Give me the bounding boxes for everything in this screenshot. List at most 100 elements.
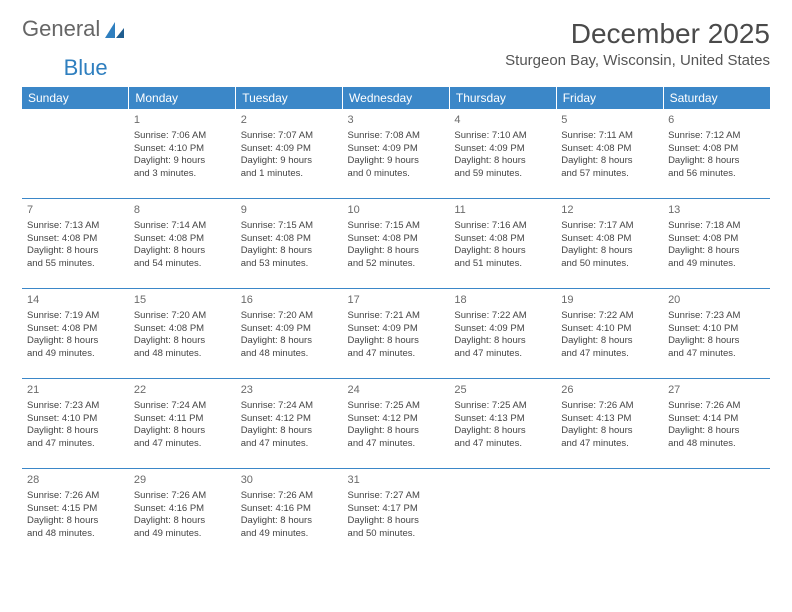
sunrise-line: Sunrise: 7:15 AM (241, 220, 338, 233)
day-cell: 29Sunrise: 7:26 AMSunset: 4:16 PMDayligh… (129, 469, 236, 559)
day-cell: 10Sunrise: 7:15 AMSunset: 4:08 PMDayligh… (343, 199, 450, 289)
daylight-line: and 51 minutes. (454, 258, 551, 271)
daylight-line: and 0 minutes. (348, 168, 445, 181)
day-number: 8 (134, 203, 231, 218)
sunset-line: Sunset: 4:08 PM (27, 323, 124, 336)
sunset-line: Sunset: 4:17 PM (348, 503, 445, 516)
sunrise-line: Sunrise: 7:16 AM (454, 220, 551, 233)
daylight-line: Daylight: 8 hours (134, 515, 231, 528)
daylight-line: Daylight: 8 hours (668, 155, 765, 168)
day-number: 11 (454, 203, 551, 218)
sunset-line: Sunset: 4:14 PM (668, 413, 765, 426)
sunset-line: Sunset: 4:15 PM (27, 503, 124, 516)
day-number: 5 (561, 113, 658, 128)
day-cell: 17 Sunrise: 7:21 AMSunset: 4:09 PMDayligh… (343, 289, 450, 379)
daylight-line: and 50 minutes. (561, 258, 658, 271)
daylight-line: and 47 minutes. (561, 348, 658, 361)
daylight-line: Daylight: 8 hours (668, 425, 765, 438)
dayname-row: Sunday Monday Tuesday Wednesday Thursday… (22, 87, 770, 109)
sunset-line: Sunset: 4:12 PM (241, 413, 338, 426)
day-number: 31 (348, 473, 445, 488)
day-cell: 23Sunrise: 7:24 AMSunset: 4:12 PMDayligh… (236, 379, 343, 469)
sunrise-line: Sunrise: 7:26 AM (241, 490, 338, 503)
sunset-line: Sunset: 4:13 PM (561, 413, 658, 426)
sunrise-line: Sunrise: 7:20 AM (241, 310, 338, 323)
daylight-line: and 1 minutes. (241, 168, 338, 181)
daylight-line: and 49 minutes. (134, 528, 231, 541)
daylight-line: and 53 minutes. (241, 258, 338, 271)
daylight-line: and 47 minutes. (454, 438, 551, 451)
sunset-line: Sunset: 4:09 PM (241, 323, 338, 336)
day-number: 21 (27, 383, 124, 398)
daylight-line: Daylight: 8 hours (561, 245, 658, 258)
day-number: 4 (454, 113, 551, 128)
day-cell: 14Sunrise: 7:19 AMSunset: 4:08 PMDayligh… (22, 289, 129, 379)
daylight-line: Daylight: 8 hours (454, 335, 551, 348)
day-cell: 30Sunrise: 7:26 AMSunset: 4:16 PMDayligh… (236, 469, 343, 559)
sunrise-line: Sunrise: 7:08 AM (348, 130, 445, 143)
day-cell: 28Sunrise: 7:26 AMSunset: 4:15 PMDayligh… (22, 469, 129, 559)
day-number: 17 (348, 293, 445, 308)
calendar-head: Sunday Monday Tuesday Wednesday Thursday… (22, 87, 770, 109)
day-cell: 24Sunrise: 7:25 AMSunset: 4:12 PMDayligh… (343, 379, 450, 469)
daylight-line: Daylight: 8 hours (134, 245, 231, 258)
day-number: 14 (27, 293, 124, 308)
sunrise-line: Sunrise: 7:24 AM (241, 400, 338, 413)
daylight-line: Daylight: 8 hours (348, 335, 445, 348)
sunrise-line: Sunrise: 7:22 AM (454, 310, 551, 323)
day-number: 18 (454, 293, 551, 308)
sunset-line: Sunset: 4:08 PM (668, 233, 765, 246)
day-cell: 1Sunrise: 7:06 AMSunset: 4:10 PMDaylight… (129, 109, 236, 199)
daylight-line: and 49 minutes. (241, 528, 338, 541)
day-number: 7 (27, 203, 124, 218)
daylight-line: and 47 minutes. (27, 438, 124, 451)
day-number: 6 (668, 113, 765, 128)
day-cell: 9Sunrise: 7:15 AMSunset: 4:08 PMDaylight… (236, 199, 343, 289)
daylight-line: and 52 minutes. (348, 258, 445, 271)
daylight-line: and 47 minutes. (561, 438, 658, 451)
daylight-line: and 48 minutes. (27, 528, 124, 541)
dayname-thu: Thursday (449, 87, 556, 109)
day-cell: 16Sunrise: 7:20 AMSunset: 4:09 PMDayligh… (236, 289, 343, 379)
daylight-line: and 56 minutes. (668, 168, 765, 181)
sunrise-line: Sunrise: 7:25 AM (348, 400, 445, 413)
sunrise-line: Sunrise: 7:11 AM (561, 130, 658, 143)
daylight-line: Daylight: 8 hours (454, 155, 551, 168)
day-number: 19 (561, 293, 658, 308)
day-number: 15 (134, 293, 231, 308)
day-number: 13 (668, 203, 765, 218)
daylight-line: Daylight: 8 hours (561, 425, 658, 438)
sunset-line: Sunset: 4:09 PM (241, 143, 338, 156)
calendar-body: 1Sunrise: 7:06 AMSunset: 4:10 PMDaylight… (22, 109, 770, 558)
day-cell: 4Sunrise: 7:10 AMSunset: 4:09 PMDaylight… (449, 109, 556, 199)
daylight-line: Daylight: 8 hours (561, 155, 658, 168)
sunset-line: Sunset: 4:09 PM (348, 323, 445, 336)
sunset-line: Sunset: 4:16 PM (241, 503, 338, 516)
week-row: 7Sunrise: 7:13 AMSunset: 4:08 PMDaylight… (22, 199, 770, 289)
dayname-mon: Monday (129, 87, 236, 109)
daylight-line: Daylight: 8 hours (561, 335, 658, 348)
daylight-line: Daylight: 9 hours (134, 155, 231, 168)
day-number: 2 (241, 113, 338, 128)
logo: General (22, 18, 125, 40)
daylight-line: and 47 minutes. (454, 348, 551, 361)
sunset-line: Sunset: 4:11 PM (134, 413, 231, 426)
day-cell: 25Sunrise: 7:25 AMSunset: 4:13 PMDayligh… (449, 379, 556, 469)
day-cell: 21Sunrise: 7:23 AMSunset: 4:10 PMDayligh… (22, 379, 129, 469)
sunrise-line: Sunrise: 7:23 AM (27, 400, 124, 413)
sunrise-line: Sunrise: 7:18 AM (668, 220, 765, 233)
sunset-line: Sunset: 4:10 PM (668, 323, 765, 336)
daylight-line: Daylight: 9 hours (241, 155, 338, 168)
calendar-page: General December 2025 Sturgeon Bay, Wisc… (0, 0, 792, 612)
daylight-line: Daylight: 8 hours (27, 245, 124, 258)
daylight-line: Daylight: 8 hours (241, 335, 338, 348)
day-cell (663, 469, 770, 559)
sunrise-line: Sunrise: 7:21 AM (348, 310, 445, 323)
day-cell: 31Sunrise: 7:27 AMSunset: 4:17 PMDayligh… (343, 469, 450, 559)
day-cell: 13Sunrise: 7:18 AMSunset: 4:08 PMDayligh… (663, 199, 770, 289)
logo-sail-icon (103, 20, 125, 40)
daylight-line: and 48 minutes. (668, 438, 765, 451)
day-number: 27 (668, 383, 765, 398)
daylight-line: and 49 minutes. (27, 348, 124, 361)
sunset-line: Sunset: 4:08 PM (348, 233, 445, 246)
